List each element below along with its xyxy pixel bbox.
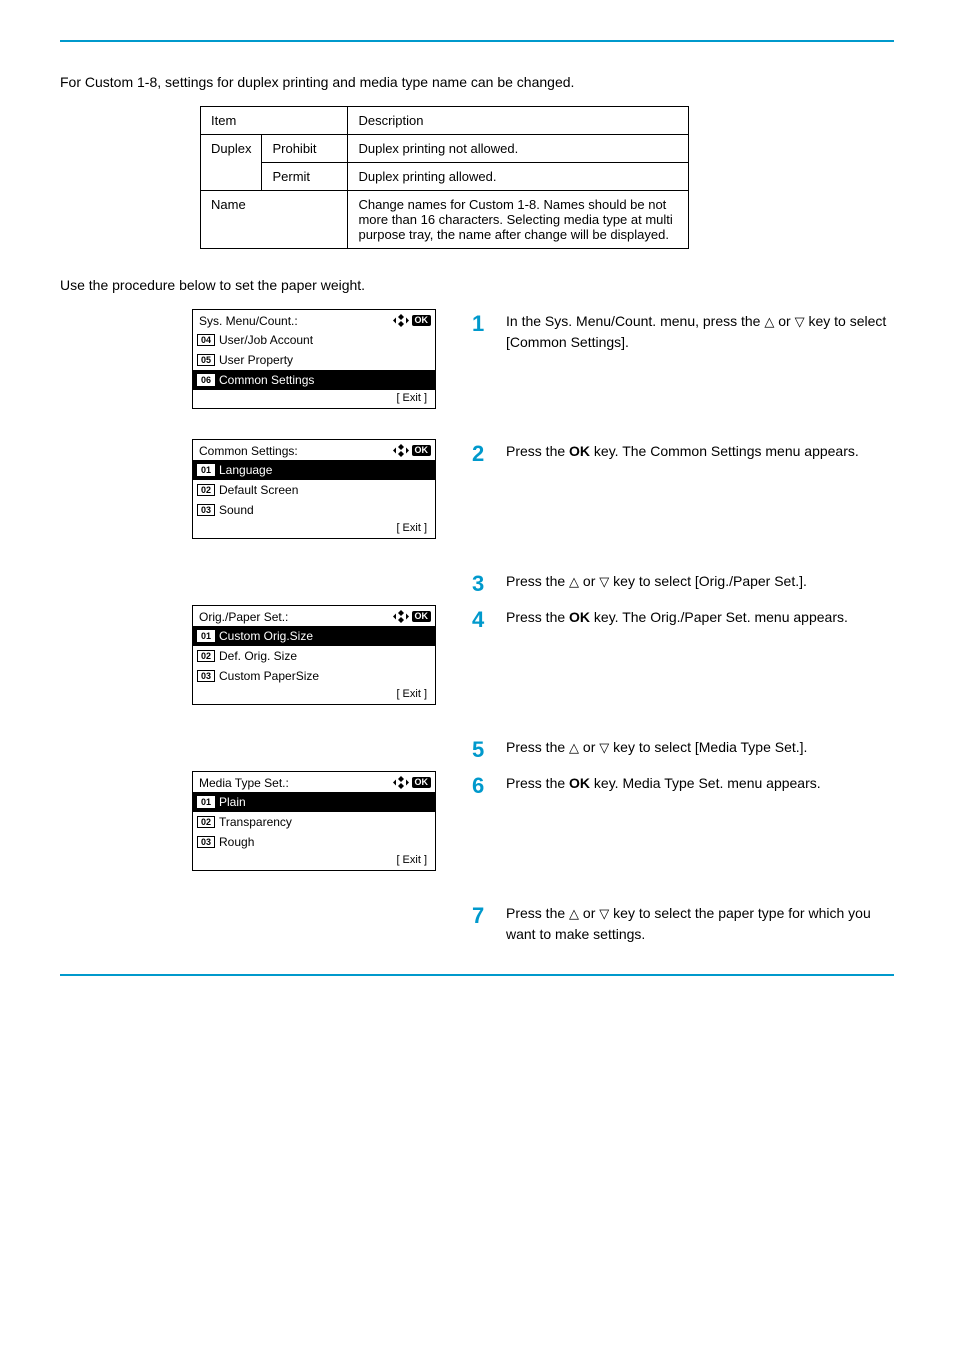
- step-5-number: 5: [472, 737, 506, 763]
- lcd-screen-2: Common Settings: OK 01Language 02Default…: [192, 439, 436, 539]
- cell-prohibit: Prohibit: [262, 135, 348, 163]
- lcd3-footer: [ Exit ]: [193, 686, 435, 704]
- cell-permit-desc: Duplex printing allowed.: [348, 163, 689, 191]
- step-6-text: Press the OK key. Media Type Set. menu a…: [506, 773, 821, 793]
- up-triangle-icon: △: [764, 314, 774, 329]
- lcd-screen-3: Orig./Paper Set.: OK 01Custom Orig.Size …: [192, 605, 436, 705]
- cell-prohibit-desc: Duplex printing not allowed.: [348, 135, 689, 163]
- procedure-intro: Use the procedure below to set the paper…: [60, 277, 894, 293]
- ok-icon: OK: [412, 611, 432, 622]
- lcd4-title: Media Type Set.:: [199, 776, 392, 790]
- ok-icon: OK: [412, 445, 432, 456]
- nav-diamond-icon: [392, 775, 410, 790]
- bottom-divider: [60, 974, 894, 976]
- lcd3-row3: 03Custom PaperSize: [193, 666, 435, 686]
- down-triangle-icon: ▽: [599, 740, 609, 755]
- cell-duplex: Duplex: [201, 135, 262, 191]
- step-2-number: 2: [472, 441, 506, 467]
- lcd1-title: Sys. Menu/Count.:: [199, 314, 392, 328]
- lcd2-footer: [ Exit ]: [193, 520, 435, 538]
- down-triangle-icon: ▽: [599, 574, 609, 589]
- lcd1-row1: 04User/Job Account: [193, 330, 435, 350]
- step-3-number: 3: [472, 571, 506, 597]
- cell-name-desc: Change names for Custom 1-8. Names shoul…: [348, 191, 689, 249]
- step-4-text: Press the OK key. The Orig./Paper Set. m…: [506, 607, 848, 627]
- lcd4-footer: [ Exit ]: [193, 852, 435, 870]
- step-3-text: Press the △ or ▽ key to select [Orig./Pa…: [506, 571, 807, 592]
- th-desc: Description: [348, 107, 689, 135]
- top-divider: [60, 40, 894, 42]
- step-6-number: 6: [472, 773, 506, 799]
- step-7-text: Press the △ or ▽ key to select the paper…: [506, 903, 894, 944]
- nav-diamond-icon: [392, 609, 410, 624]
- nav-diamond-icon: [392, 313, 410, 328]
- step-7-number: 7: [472, 903, 506, 929]
- lcd4-row1: 01Plain: [193, 792, 435, 812]
- lcd3-title: Orig./Paper Set.:: [199, 610, 392, 624]
- lcd-screen-1: Sys. Menu/Count.: OK 04User/Job Account …: [192, 309, 436, 409]
- step-5-text: Press the △ or ▽ key to select [Media Ty…: [506, 737, 807, 758]
- ok-icon: OK: [412, 315, 432, 326]
- nav-diamond-icon: [392, 443, 410, 458]
- th-item: Item: [201, 107, 348, 135]
- lcd2-title: Common Settings:: [199, 444, 392, 458]
- step-4-number: 4: [472, 607, 506, 633]
- down-triangle-icon: ▽: [599, 906, 609, 921]
- lcd3-row2: 02Def. Orig. Size: [193, 646, 435, 666]
- lcd1-footer: [ Exit ]: [193, 390, 435, 408]
- step-1-number: 1: [472, 311, 506, 337]
- cell-name: Name: [201, 191, 348, 249]
- lcd4-row3: 03Rough: [193, 832, 435, 852]
- step-1-text: In the Sys. Menu/Count. menu, press the …: [506, 311, 894, 352]
- lcd3-row1: 01Custom Orig.Size: [193, 626, 435, 646]
- down-triangle-icon: ▽: [795, 314, 805, 329]
- up-triangle-icon: △: [569, 906, 579, 921]
- lcd-screen-4: Media Type Set.: OK 01Plain 02Transparen…: [192, 771, 436, 871]
- step-2-text: Press the OK key. The Common Settings me…: [506, 441, 859, 461]
- lcd4-row2: 02Transparency: [193, 812, 435, 832]
- lcd2-row2: 02Default Screen: [193, 480, 435, 500]
- lcd1-row3: 06Common Settings: [193, 370, 435, 390]
- lcd2-row1: 01Language: [193, 460, 435, 480]
- ok-icon: OK: [412, 777, 432, 788]
- cell-permit: Permit: [262, 163, 348, 191]
- settings-table: Item Description Duplex Prohibit Duplex …: [200, 106, 689, 249]
- up-triangle-icon: △: [569, 740, 579, 755]
- lcd2-row3: 03Sound: [193, 500, 435, 520]
- up-triangle-icon: △: [569, 574, 579, 589]
- intro-paragraph: For Custom 1-8, settings for duplex prin…: [60, 74, 894, 90]
- lcd1-row2: 05User Property: [193, 350, 435, 370]
